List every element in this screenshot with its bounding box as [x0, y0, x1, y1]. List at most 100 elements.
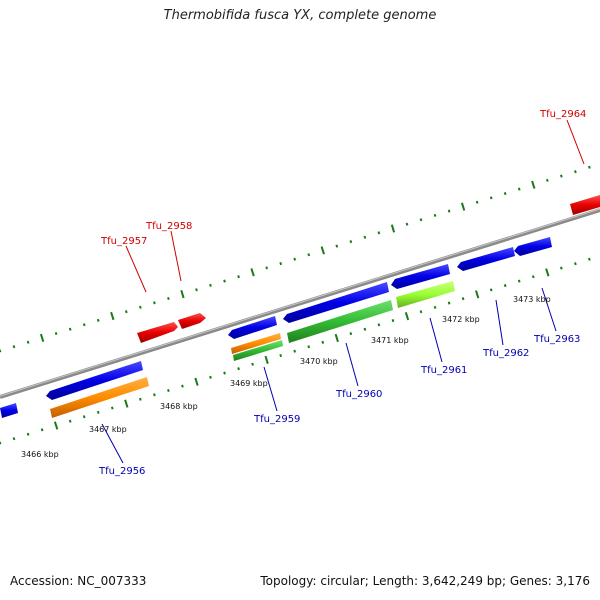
gene-blue-7[interactable]	[514, 237, 552, 256]
minor-tick	[545, 178, 549, 182]
minor-tick	[209, 283, 212, 287]
minor-tick	[153, 393, 156, 397]
major-tick	[531, 180, 536, 189]
minor-tick	[489, 288, 493, 292]
minor-tick	[517, 187, 521, 191]
minor-tick	[307, 253, 311, 257]
kbp-label-3471: 3471 kbp	[371, 336, 409, 345]
minor-tick	[307, 345, 311, 349]
minor-tick	[167, 296, 170, 301]
minor-tick	[377, 231, 381, 235]
minor-tick	[279, 261, 283, 266]
major-tick	[124, 399, 129, 408]
gene-blue-6[interactable]	[457, 247, 515, 271]
gene-tfu-2956[interactable]	[50, 377, 149, 418]
minor-tick	[96, 318, 100, 322]
minor-tick	[223, 371, 226, 375]
minor-tick	[419, 310, 423, 314]
gene-tfu-2957[interactable]	[137, 322, 178, 343]
gene-blue-5[interactable]	[391, 264, 450, 289]
major-tick	[320, 246, 325, 255]
minor-tick	[560, 174, 563, 178]
gene-tfu-2958[interactable]	[178, 313, 206, 329]
minor-tick	[377, 323, 381, 327]
minor-tick	[167, 388, 170, 393]
major-tick	[110, 311, 115, 321]
minor-tick	[82, 323, 86, 327]
major-tick	[404, 312, 410, 321]
major-tick	[545, 268, 550, 277]
minor-tick	[124, 310, 128, 314]
minor-tick	[195, 288, 198, 292]
label-tfu-2956[interactable]: Tfu_2956	[98, 466, 145, 477]
minor-tick	[68, 327, 72, 331]
gene-tfu-2959-orange[interactable]	[231, 333, 281, 354]
gene-blue-3[interactable]	[228, 316, 277, 339]
minor-tick	[419, 218, 423, 222]
minor-tick	[223, 279, 226, 283]
minor-tick	[54, 331, 58, 336]
minor-tick	[560, 266, 563, 270]
leader-tfu-2961	[429, 317, 443, 363]
minor-tick	[96, 410, 100, 414]
gene-blue-4[interactable]	[283, 282, 389, 323]
minor-tick	[12, 345, 16, 349]
leader-tfu-2956	[101, 423, 124, 464]
minor-tick	[321, 340, 325, 344]
gene-tfu-2961[interactable]	[396, 281, 455, 308]
minor-tick	[588, 165, 591, 169]
minor-tick	[209, 375, 212, 379]
gene-tfu-2964[interactable]	[570, 195, 600, 215]
label-tfu-2963[interactable]: Tfu_2963	[533, 334, 580, 345]
label-tfu-2964[interactable]: Tfu_2964	[539, 109, 586, 120]
kbp-label-3469: 3469 kbp	[230, 379, 268, 388]
minor-tick	[475, 200, 479, 204]
kbp-label-3473: 3473 kbp	[513, 295, 551, 304]
minor-tick	[503, 191, 507, 196]
minor-tick	[531, 275, 535, 279]
label-tfu-2962[interactable]: Tfu_2962	[482, 348, 529, 359]
minor-tick	[433, 213, 437, 217]
label-tfu-2957[interactable]: Tfu_2957	[100, 236, 147, 247]
minor-tick	[40, 428, 44, 432]
gene-tfu-2959-green[interactable]	[233, 340, 283, 361]
kbp-label-3468: 3468 kbp	[160, 402, 198, 411]
minor-tick	[433, 305, 437, 309]
minor-tick	[447, 301, 451, 305]
minor-tick	[293, 257, 297, 261]
minor-tick	[293, 349, 297, 353]
leader-tfu-2964	[566, 119, 585, 165]
genome-backbone-highlight	[0, 208, 600, 397]
kbp-label-3466: 3466 kbp	[21, 450, 59, 459]
label-tfu-2958[interactable]: Tfu_2958	[145, 221, 192, 232]
minor-tick	[68, 419, 72, 423]
major-tick	[53, 421, 59, 430]
gene-blue-1[interactable]	[0, 403, 18, 418]
kbp-label-3467: 3467 kbp	[89, 425, 127, 434]
minor-tick	[588, 257, 591, 261]
minor-tick	[237, 275, 240, 279]
minor-tick	[461, 297, 465, 301]
minor-tick	[237, 367, 240, 371]
label-tfu-2960[interactable]: Tfu_2960	[335, 389, 382, 400]
major-tick	[264, 355, 269, 364]
major-tick	[194, 377, 199, 386]
minor-tick	[574, 170, 577, 174]
accession-text: Accession: NC_007333	[10, 574, 147, 588]
minor-tick	[153, 301, 156, 305]
minor-tick	[139, 305, 142, 309]
label-tfu-2959[interactable]: Tfu_2959	[253, 414, 300, 425]
minor-tick	[503, 283, 507, 288]
label-tfu-2961[interactable]: Tfu_2961	[420, 365, 467, 376]
major-tick	[475, 290, 480, 299]
minor-tick	[139, 397, 142, 401]
minor-tick	[82, 415, 86, 419]
minor-tick	[574, 262, 577, 266]
forward-strand-ticks	[0, 165, 591, 353]
minor-tick	[26, 432, 30, 436]
gene-blue-2[interactable]	[46, 361, 143, 400]
gene-tfu-2960[interactable]	[287, 300, 393, 343]
minor-tick	[12, 437, 16, 441]
major-tick	[180, 290, 185, 299]
major-tick	[250, 268, 255, 277]
